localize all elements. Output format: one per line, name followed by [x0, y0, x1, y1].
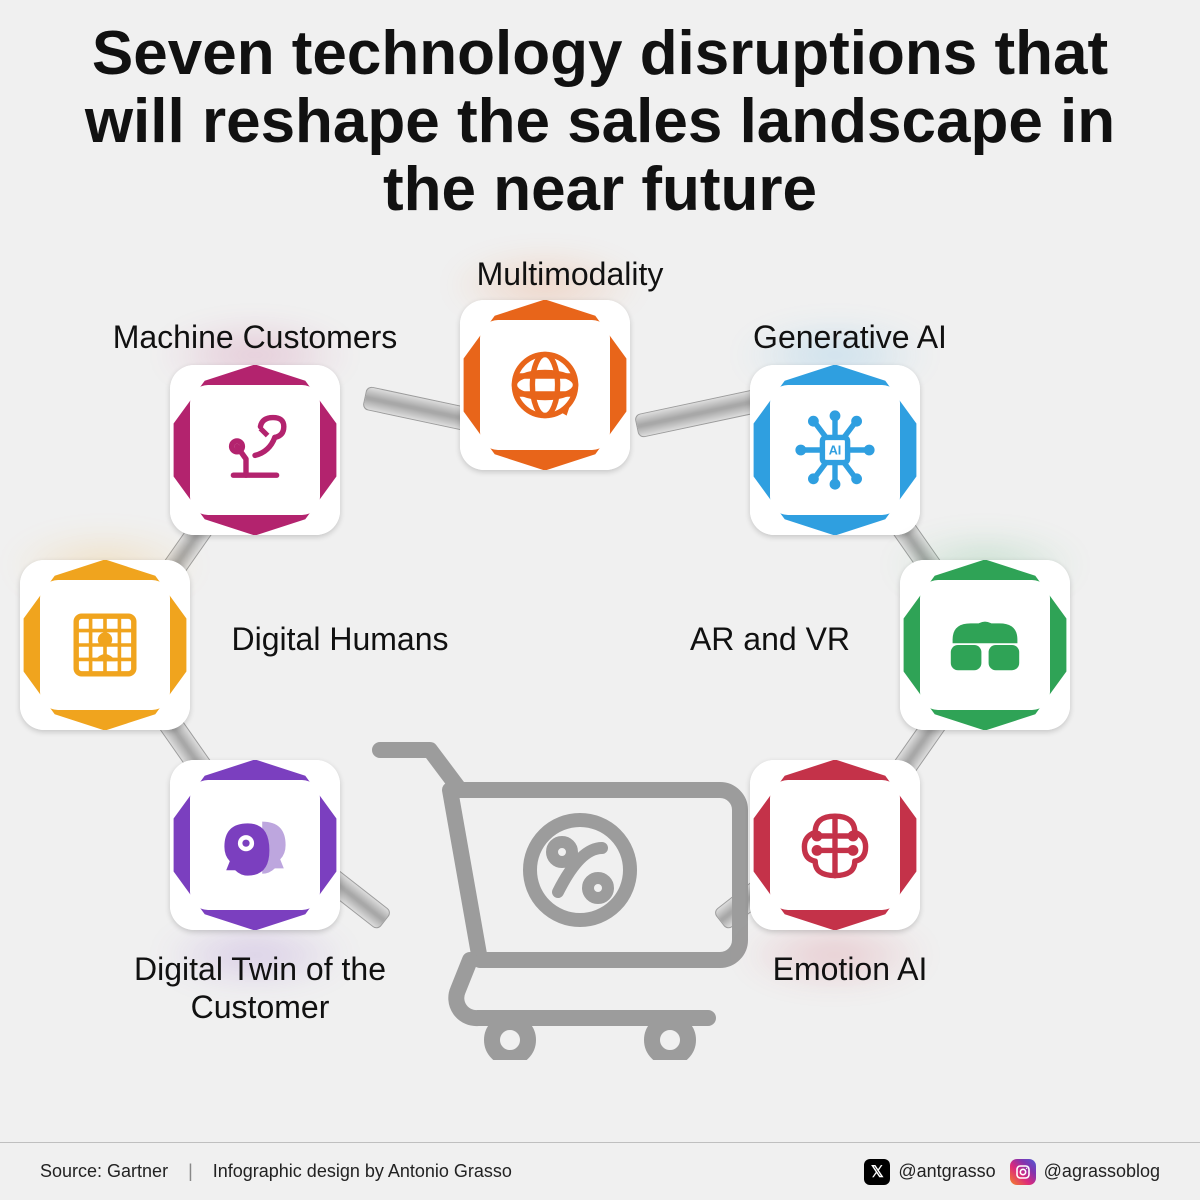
- x-icon: 𝕏: [864, 1159, 890, 1185]
- cart-icon: [370, 730, 750, 1060]
- diagram-arena: Multimodality AI Generative AI AR and VR…: [0, 260, 1200, 1080]
- page-title: Seven technology disruptions that will r…: [0, 20, 1200, 225]
- social-twitter: 𝕏 @antgrasso: [864, 1159, 995, 1185]
- label-digital-humans: Digital Humans: [200, 620, 480, 658]
- node-ar-vr: [900, 560, 1070, 730]
- svg-text:AI: AI: [829, 444, 842, 458]
- label-ar-vr: AR and VR: [660, 620, 880, 658]
- footer-separator: |: [182, 1161, 199, 1182]
- footer: Source: Gartner | Infographic design by …: [0, 1142, 1200, 1200]
- label-machine-customers: Machine Customers: [90, 318, 420, 356]
- instagram-handle: @agrassoblog: [1044, 1161, 1160, 1182]
- instagram-icon: [1010, 1159, 1036, 1185]
- label-generative-ai: Generative AI: [720, 318, 980, 356]
- label-multimodality: Multimodality: [440, 255, 700, 293]
- label-emotion-ai: Emotion AI: [720, 950, 980, 988]
- footer-source: Source: Gartner: [40, 1161, 168, 1182]
- node-digital-twin: [170, 760, 340, 930]
- twitter-handle: @antgrasso: [898, 1161, 995, 1182]
- label-digital-twin: Digital Twin of the Customer: [110, 950, 410, 1027]
- node-multimodality: [460, 300, 630, 470]
- social-instagram: @agrassoblog: [1010, 1159, 1160, 1185]
- node-emotion-ai: [750, 760, 920, 930]
- node-digital-humans: [20, 560, 190, 730]
- footer-credit: Infographic design by Antonio Grasso: [213, 1161, 512, 1182]
- node-generative-ai: AI: [750, 365, 920, 535]
- node-machine-customers: [170, 365, 340, 535]
